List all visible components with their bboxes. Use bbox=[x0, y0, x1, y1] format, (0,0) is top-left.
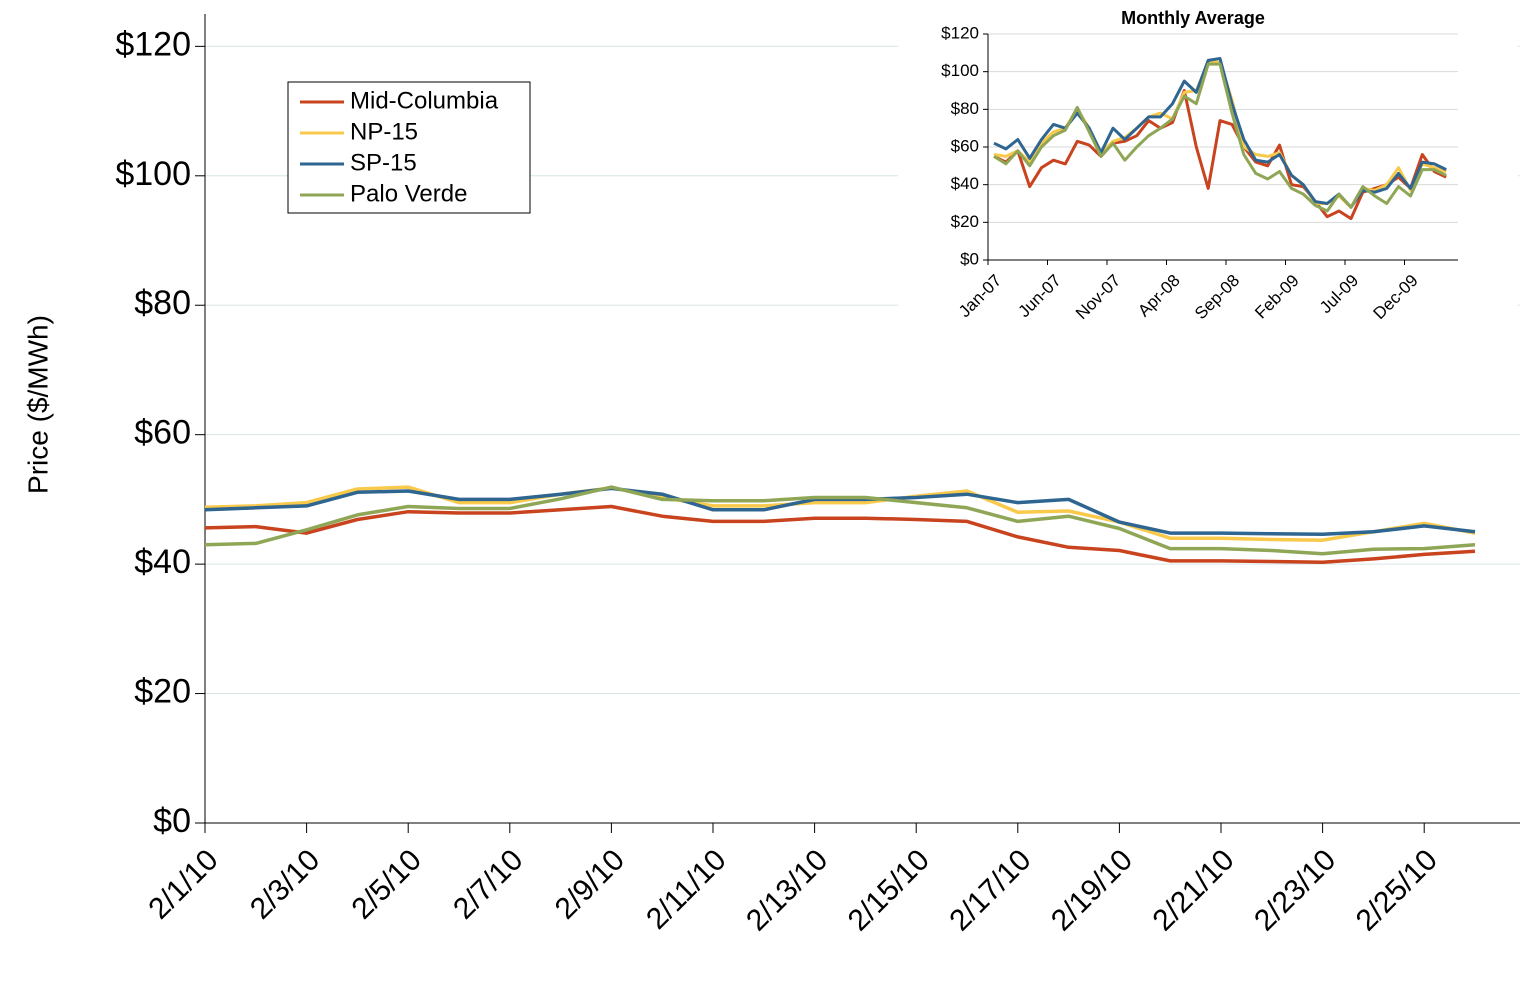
x-tick-label: 2/5/10 bbox=[346, 843, 428, 925]
legend-box bbox=[287, 81, 531, 214]
x-tick-label: 2/15/10 bbox=[842, 843, 936, 937]
x-tick-label: 2/13/10 bbox=[740, 843, 834, 937]
y-tick-label: $20 bbox=[951, 212, 979, 231]
y-tick-label: $60 bbox=[134, 414, 191, 452]
x-tick-label: 2/17/10 bbox=[943, 843, 1037, 937]
series-line bbox=[204, 504, 1476, 564]
y-tick-label: $0 bbox=[153, 802, 191, 840]
legend: Mid-Columbia NP-15 SP-15 Palo Verde bbox=[287, 81, 531, 214]
y-tick-label: $100 bbox=[115, 155, 191, 193]
y-tick-label: $0 bbox=[960, 249, 979, 268]
legend-label: NP-15 bbox=[350, 118, 418, 145]
x-tick-label: 2/25/10 bbox=[1350, 843, 1444, 937]
y-tick-label: $80 bbox=[951, 99, 979, 118]
series-line bbox=[204, 486, 1476, 537]
series-line bbox=[204, 485, 1476, 542]
y-tick-label: $40 bbox=[134, 543, 191, 581]
y-tick-label: $20 bbox=[134, 673, 191, 711]
y-tick-label: $120 bbox=[941, 23, 979, 42]
legend-label: Palo Verde bbox=[350, 180, 467, 207]
y-tick-label: $100 bbox=[941, 61, 979, 80]
chart-title: Monthly Average bbox=[1121, 8, 1265, 28]
x-tick-label: 2/7/10 bbox=[447, 843, 529, 925]
series-line bbox=[204, 485, 1476, 556]
x-tick-label: 2/9/10 bbox=[549, 843, 631, 925]
y-tick-label: $40 bbox=[951, 174, 979, 193]
series-line bbox=[993, 62, 1447, 213]
x-tick-label: 2/19/10 bbox=[1045, 843, 1139, 937]
legend-label: SP-15 bbox=[350, 149, 417, 176]
legend-label: Mid-Columbia bbox=[350, 87, 499, 114]
x-tick-label: 2/3/10 bbox=[244, 843, 326, 925]
x-tick-label: 2/1/10 bbox=[142, 843, 224, 925]
x-tick-label: 2/23/10 bbox=[1248, 843, 1342, 937]
y-tick-label: $120 bbox=[115, 25, 191, 63]
y-tick-label: $60 bbox=[951, 136, 979, 155]
x-tick-label: 2/11/10 bbox=[640, 843, 733, 936]
y-axis-label: Price ($/MWh) bbox=[22, 315, 53, 494]
y-tick-label: $80 bbox=[134, 284, 191, 322]
x-tick-label: 2/21/10 bbox=[1147, 843, 1241, 937]
